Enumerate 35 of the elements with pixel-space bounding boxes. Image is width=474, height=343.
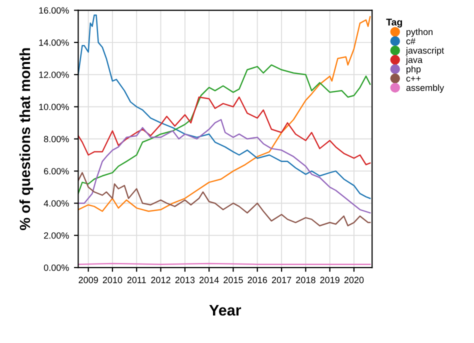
- line-series: [78, 96, 371, 166]
- legend-label: c#: [406, 38, 416, 44]
- line-series: [78, 118, 371, 214]
- x-axis-title: Year: [209, 304, 242, 316]
- y-tick-label: 0.00%: [44, 264, 69, 271]
- x-tick-label: 2020: [344, 276, 364, 284]
- x-tick-label: 2013: [175, 276, 195, 284]
- y-axis-title: % of questions that month: [19, 48, 34, 230]
- y-tick-label: 2.00%: [44, 232, 69, 239]
- legend-label: java: [406, 56, 423, 65]
- legend-label: c++: [406, 76, 421, 82]
- x-tick-label: 2012: [151, 276, 170, 284]
- legend-label: php: [406, 66, 421, 74]
- y-tick-label: 4.00%: [44, 200, 69, 207]
- legend-title: Tag: [386, 18, 402, 28]
- legend-label: assembly: [406, 84, 444, 93]
- y-tick-label: 6.00%: [44, 168, 69, 174]
- x-tick-label: 2015: [224, 276, 243, 284]
- legend-label: javascript: [406, 47, 444, 56]
- y-tick-label: 10.00%: [39, 104, 69, 110]
- y-tick-label: 16.00%: [39, 7, 69, 14]
- x-tick-label: 2010: [102, 276, 122, 284]
- line-series: [78, 172, 371, 226]
- line-series: [78, 64, 371, 194]
- legend-label: python: [406, 28, 432, 37]
- x-tick-label: 2011: [127, 276, 146, 284]
- x-tick-label: 2017: [272, 276, 292, 284]
- x-tick-label: 2016: [248, 276, 267, 284]
- y-tick-label: 12.00%: [39, 72, 69, 78]
- x-tick-label: 2018: [296, 276, 316, 284]
- x-tick-label: 2014: [199, 276, 219, 284]
- y-tick-label: 8.00%: [44, 136, 69, 142]
- y-tick-label: 14.00%: [39, 39, 69, 46]
- x-tick-label: 2019: [320, 276, 340, 284]
- x-tick-label: 2009: [78, 276, 98, 284]
